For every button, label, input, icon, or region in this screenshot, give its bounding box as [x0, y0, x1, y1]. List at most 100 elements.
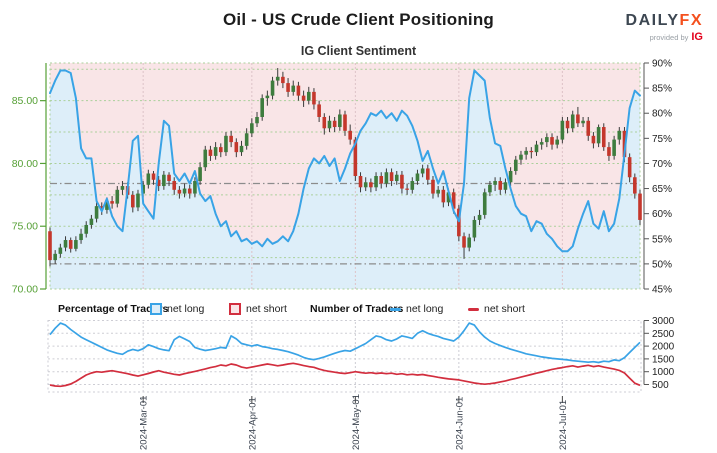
net-short-line-icon [468, 307, 479, 311]
candle-body [601, 127, 606, 148]
count-tick-label: 1500 [652, 354, 675, 365]
candle-body [89, 218, 94, 225]
candle-body [343, 114, 347, 131]
sentiment-tick-label: 45% [652, 285, 672, 296]
count-tick-label: 2000 [652, 342, 675, 353]
sentiment-line [49, 69, 641, 253]
candle-body [110, 201, 114, 204]
legend-pct-net-short: net short [229, 301, 287, 317]
candle-body [379, 176, 384, 184]
candle-body [363, 182, 368, 188]
brand-text: DAILY [625, 12, 680, 29]
legend-number-header: Number of Traders [310, 303, 404, 315]
brand-accent-text: FX [679, 12, 703, 29]
candle-body [384, 172, 389, 184]
fill-below-sentiment [50, 70, 640, 289]
candle-body [576, 114, 580, 124]
sentiment-tick-label: 80% [652, 109, 672, 120]
net-short-swatch-icon [229, 303, 241, 315]
provided-by-line: provided by IG [626, 32, 703, 43]
candle-body [488, 184, 492, 193]
candle-body [94, 206, 99, 219]
x-axis-tick-label: 2024-Jul-01 [558, 400, 569, 450]
candle-body [74, 240, 78, 249]
sentiment-tick-label: 75% [652, 134, 672, 145]
legend-num-net-long: net long [390, 301, 443, 317]
candle-body [68, 240, 73, 249]
candle-body [529, 150, 534, 153]
candle-body [555, 139, 559, 145]
sentiment-tick-label: 50% [652, 259, 672, 270]
candle-body [229, 135, 233, 143]
candle-body [208, 149, 213, 156]
sentiment-tick-label: 90% [652, 59, 672, 70]
candle-body [607, 147, 611, 156]
candle-body [332, 120, 337, 128]
candle-body [286, 83, 290, 92]
legend-num-net-long-label: net long [406, 303, 444, 315]
candle-body [586, 120, 591, 136]
candle-body [353, 139, 358, 176]
x-axis-tick-label: 2024-May-01 [351, 394, 362, 450]
candle-body [369, 182, 373, 188]
count-tick-label: 2500 [652, 329, 675, 340]
candle-body [312, 91, 316, 105]
sentiment-tick-label: 55% [652, 234, 672, 245]
candlestick-series [48, 68, 642, 267]
candle-body [519, 154, 523, 160]
sentiment-tick-label: 60% [652, 209, 672, 220]
legend-pct-net-long-label: net long [167, 303, 205, 315]
fill-above-sentiment [50, 63, 640, 252]
candle-body [467, 237, 472, 248]
candle-body [255, 116, 259, 124]
candle-body [415, 173, 420, 182]
candle-body [244, 133, 249, 146]
candle-body [162, 174, 166, 187]
candle-body [317, 104, 321, 117]
candle-body [265, 95, 270, 99]
candle-body [239, 145, 244, 153]
page-title: Oil - US Crude Client Positioning [222, 10, 495, 29]
candle-body [260, 98, 264, 117]
candle-body [565, 120, 570, 129]
candle-body [591, 135, 596, 144]
legend-pct-net-short-label: net short [246, 303, 287, 315]
candle-body [63, 240, 68, 248]
candle-body [281, 76, 285, 84]
candle-body [524, 150, 528, 155]
x-axis-tick-label: 2024-Mar-01 [139, 396, 150, 450]
candle-body [638, 193, 642, 220]
candle-body [441, 189, 446, 203]
candle-body [151, 173, 156, 180]
net-long-count-line [49, 322, 641, 364]
candle-body [250, 123, 254, 134]
candle-body [187, 188, 192, 194]
count-tick-label: 3000 [652, 316, 675, 327]
candle-body [426, 168, 430, 180]
candle-body [431, 179, 435, 194]
candle-body [581, 120, 585, 124]
legend-num-net-short: net short [468, 301, 525, 317]
chart-legend: Percentage of Traders net long net short… [0, 301, 717, 317]
candle-body [136, 193, 140, 208]
price-tick-label: 80.00 [12, 158, 38, 170]
candle-body [322, 116, 327, 129]
candle-body [627, 157, 632, 178]
candle-body [167, 174, 171, 182]
candle-body [451, 192, 456, 209]
candle-body [560, 120, 565, 140]
candle-body [400, 174, 404, 189]
candle-body [120, 186, 125, 190]
net-long-line-icon [390, 307, 401, 311]
candle-body [301, 95, 306, 101]
candle-body [410, 181, 415, 190]
candle-body [472, 219, 477, 238]
dailyfx-wordmark: DAILYFX [626, 13, 703, 29]
count-tick-label: 500 [652, 380, 669, 391]
candle-body [545, 137, 549, 143]
candle-body [213, 147, 218, 156]
candle-body [84, 224, 89, 234]
candle-body [156, 179, 161, 187]
